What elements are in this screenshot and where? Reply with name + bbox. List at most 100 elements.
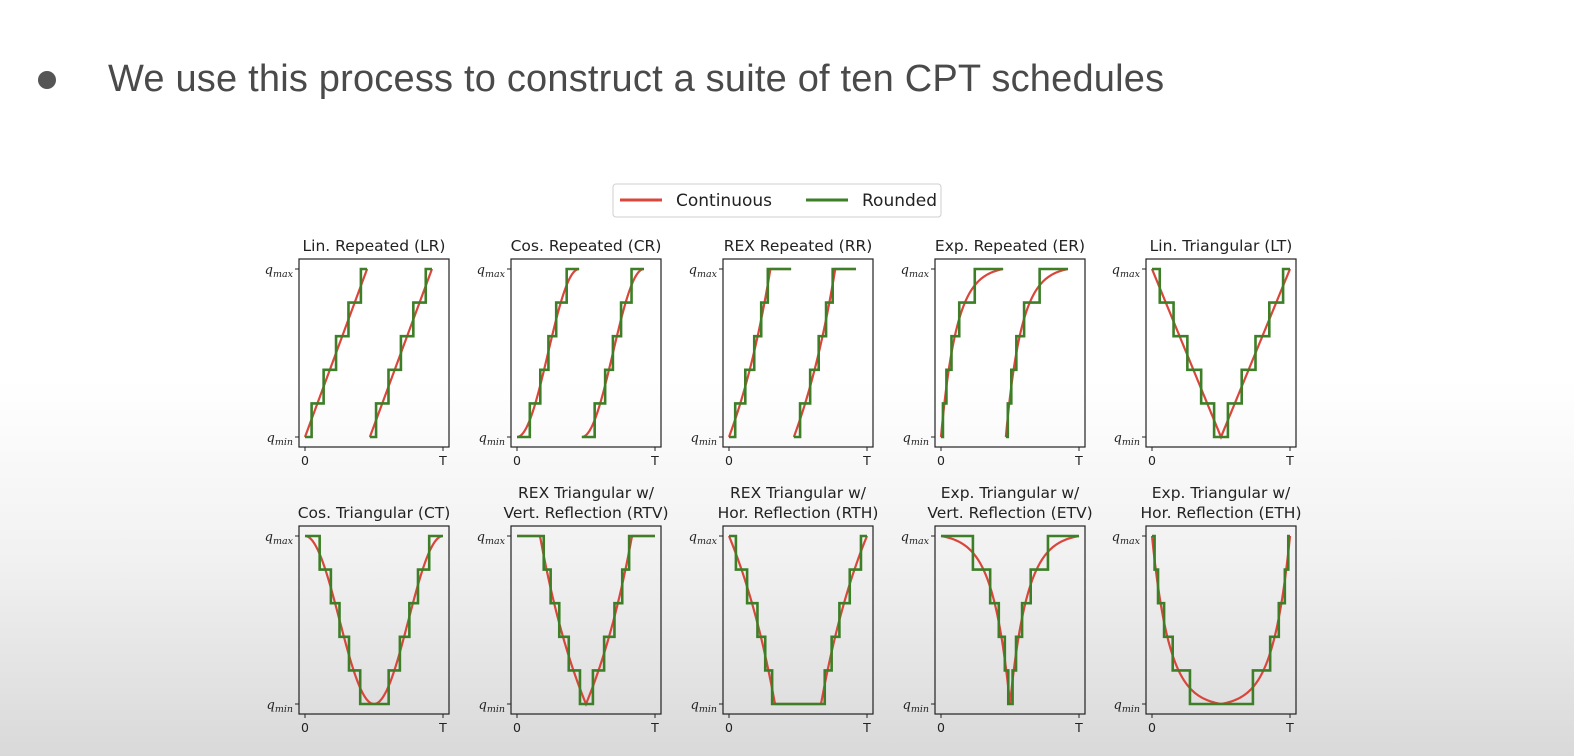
- ylabel-qmin: qmin: [903, 431, 930, 448]
- panel-title-rr: REX Repeated (RR): [724, 237, 873, 255]
- panel-title-eth: Hor. Reflection (ETH): [1140, 504, 1301, 522]
- series-rounded-ct: [305, 534, 443, 706]
- panel-title-eth: Exp. Triangular w/: [1152, 484, 1291, 502]
- panel-frame: [510, 525, 662, 715]
- ylabel-qmin: qmin: [903, 698, 930, 715]
- panel-frame: [298, 258, 450, 448]
- panel-lr: Lin. Repeated (LR) qmax qmin 0 T: [265, 237, 450, 468]
- xlabel-0: 0: [937, 453, 945, 468]
- xlabel-0: 0: [301, 453, 309, 468]
- ylabel-qmin: qmin: [1114, 431, 1141, 448]
- series-continuous-lt: [1150, 268, 1292, 440]
- ylabel-qmax: qmax: [477, 530, 506, 547]
- series-rounded-etv: [941, 534, 1079, 706]
- series-continuous-cr: [516, 267, 645, 439]
- panel-title-er: Exp. Repeated (ER): [935, 237, 1085, 255]
- xlabel-0: 0: [725, 453, 733, 468]
- xlabel-T: T: [650, 720, 659, 735]
- xlabel-T: T: [862, 453, 871, 468]
- series-rounded-lt: [1152, 267, 1290, 439]
- series-rounded-rtv: [517, 534, 655, 706]
- ylabel-qmax: qmax: [265, 530, 294, 547]
- xlabel-T: T: [1285, 720, 1294, 735]
- panel-title-etv: Vert. Reflection (ETV): [927, 504, 1092, 522]
- panel-etv: Exp. Triangular w/Vert. Reflection (ETV)…: [901, 484, 1093, 735]
- bullet-dot-icon: [38, 70, 56, 89]
- xlabel-T: T: [1074, 720, 1083, 735]
- xlabel-0: 0: [1148, 720, 1156, 735]
- panel-frame: [1145, 525, 1297, 715]
- xlabel-0: 0: [725, 720, 733, 735]
- xlabel-0: 0: [513, 720, 521, 735]
- panel-frame: [934, 258, 1086, 448]
- series-rounded-cr: [517, 267, 644, 439]
- ylabel-qmin: qmin: [479, 698, 506, 715]
- ylabel-qmax: qmax: [689, 530, 718, 547]
- ylabel-qmin: qmin: [267, 431, 294, 448]
- xlabel-T: T: [438, 453, 447, 468]
- chart-panels: Lin. Repeated (LR) qmax qmin 0 T Cos. Repeate…: [265, 237, 1302, 735]
- panel-rth: REX Triangular w/Hor. Reflection (RTH)qm…: [689, 484, 879, 735]
- panel-frame: [722, 525, 874, 715]
- panel-title-etv: Exp. Triangular w/: [941, 484, 1080, 502]
- panel-frame: [1145, 258, 1297, 448]
- ylabel-qmin: qmin: [479, 431, 506, 448]
- series-rounded-rr: [729, 267, 856, 439]
- panel-lt: Lin. Triangular (LT) qmax qmin 0 T: [1112, 237, 1297, 468]
- panel-frame: [934, 525, 1086, 715]
- xlabel-0: 0: [937, 720, 945, 735]
- xlabel-0: 0: [1148, 453, 1156, 468]
- series-rounded-eth: [1152, 534, 1290, 706]
- panel-ct: Cos. Triangular (CT)qmax qmin 0 T: [265, 504, 451, 735]
- ylabel-qmin: qmin: [691, 698, 718, 715]
- legend-box: [612, 183, 942, 218]
- series-rounded-lr: [305, 267, 432, 439]
- ylabel-qmin: qmin: [267, 698, 294, 715]
- ylabel-qmax: qmax: [1112, 530, 1141, 547]
- chart-legend: Continuous Rounded: [612, 183, 942, 218]
- series-continuous-lr: [303, 268, 433, 438]
- ylabel-qmax: qmax: [901, 263, 930, 280]
- xlabel-T: T: [1285, 453, 1294, 468]
- ylabel-qmax: qmax: [901, 530, 930, 547]
- series-continuous-rtv: [517, 534, 655, 707]
- ylabel-qmax: qmax: [689, 263, 718, 280]
- panel-title-ct: Cos. Triangular (CT): [298, 504, 451, 522]
- panel-eth: Exp. Triangular w/Hor. Reflection (ETH) q…: [1112, 484, 1302, 735]
- ylabel-qmax: qmax: [265, 263, 294, 280]
- panel-er: Exp. Repeated (ER) qmax qmin 0 T: [901, 237, 1086, 468]
- xlabel-T: T: [1074, 453, 1083, 468]
- xlabel-T: T: [862, 720, 871, 735]
- legend-rounded-label: Rounded: [862, 191, 937, 211]
- panel-frame: [298, 525, 450, 715]
- legend-continuous-label: Continuous: [676, 191, 772, 211]
- panel-frame: [722, 258, 874, 448]
- panel-title-rth: REX Triangular w/: [730, 484, 867, 502]
- ylabel-qmin: qmin: [691, 431, 718, 448]
- series-continuous-eth: [1150, 535, 1292, 706]
- series-continuous-rth: [727, 535, 869, 706]
- panel-title-rtv: Vert. Reflection (RTV): [503, 504, 668, 522]
- series-rounded-rth: [729, 534, 867, 706]
- panel-title-rtv: REX Triangular w/: [518, 484, 655, 502]
- ylabel-qmax: qmax: [1112, 263, 1141, 280]
- bullet-point: We use this process to construct a suite…: [38, 58, 1164, 101]
- ylabel-qmin: qmin: [1114, 698, 1141, 715]
- panel-title-lt: Lin. Triangular (LT): [1150, 237, 1293, 255]
- series-rounded-er: [941, 267, 1068, 439]
- xlabel-T: T: [650, 453, 659, 468]
- panel-title-lr: Lin. Repeated (LR): [303, 237, 446, 255]
- xlabel-T: T: [438, 720, 447, 735]
- series-continuous-ct: [304, 534, 444, 706]
- ylabel-qmax: qmax: [477, 263, 506, 280]
- panel-title-cr: Cos. Repeated (CR): [511, 237, 662, 255]
- panel-rtv: REX Triangular w/Vert. Reflection (RTV) q…: [477, 484, 669, 735]
- series-continuous-rr: [727, 267, 856, 438]
- panel-rr: REX Repeated (RR) qmax qmin 0 T: [689, 237, 874, 468]
- panel-title-rth: Hor. Reflection (RTH): [718, 504, 879, 522]
- series-continuous-etv: [940, 534, 1080, 705]
- xlabel-0: 0: [301, 720, 309, 735]
- bullet-text: We use this process to construct a suite…: [108, 58, 1165, 100]
- series-continuous-er: [939, 267, 1069, 438]
- panel-frame: [510, 258, 662, 448]
